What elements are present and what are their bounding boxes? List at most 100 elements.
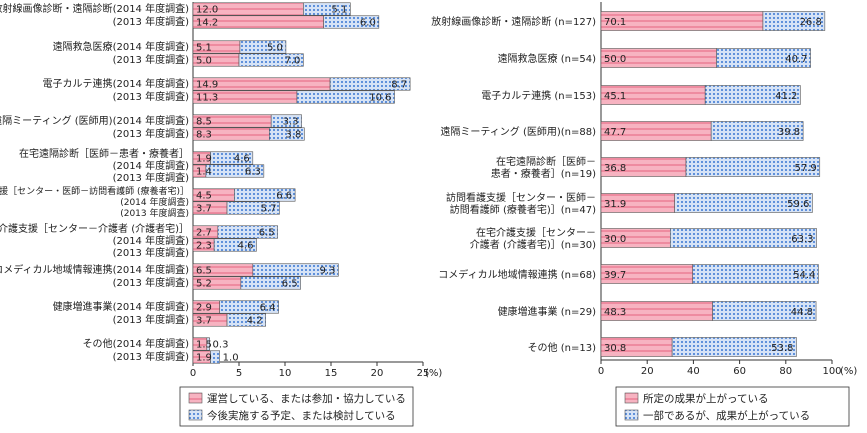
left-category-label: コメディカル地域情報連携(2014 年度調査) bbox=[0, 263, 189, 276]
left-category-label: 訪問看護支援［センター・医師－訪問看護師 (療養者宅)］ bbox=[0, 185, 189, 197]
left-category-label: 健康増進事業(2014 年度調査) bbox=[53, 300, 190, 313]
left-value-label-operating: 3.7 bbox=[196, 316, 212, 327]
left-category-label: 遠隔ミーティング (医師用)(2014 年度調査) bbox=[0, 114, 189, 127]
left-value-label-operating: 3.7 bbox=[196, 204, 212, 215]
right-bar-partial bbox=[692, 264, 819, 284]
right-bar-partial bbox=[669, 228, 817, 248]
left-unit-label: (%) bbox=[425, 368, 442, 379]
left-survey-label: (2013 年度調査) bbox=[120, 207, 189, 219]
right-value-label-achieved: 39.7 bbox=[604, 270, 626, 281]
right-x-tick-label: 60 bbox=[733, 366, 746, 377]
left-bar-planned bbox=[269, 127, 305, 141]
right-legend-label-partial: 一部であるが、成果が上がっている bbox=[643, 409, 810, 422]
left-value-label-planned: 4.6 bbox=[234, 154, 250, 165]
left-survey-label: (2013 年度調査) bbox=[113, 276, 190, 289]
left-value-label-planned: 6.3 bbox=[245, 167, 261, 178]
left-value-label-operating: 5.1 bbox=[196, 43, 212, 54]
left-survey-label: (2014 年度調査) bbox=[113, 337, 190, 350]
right-value-label-achieved: 30.0 bbox=[604, 234, 626, 245]
right-value-label-partial: 26.8 bbox=[800, 17, 822, 28]
right-value-label-partial: 40.7 bbox=[785, 54, 807, 65]
right-category-label: その他 (n=13) bbox=[528, 341, 597, 354]
left-survey-label: (2013 年度調査) bbox=[113, 53, 190, 66]
left-category-label: 在宅遠隔診断［医師－患者・療養者］ bbox=[19, 147, 189, 160]
left-value-label-operating: 5.0 bbox=[196, 56, 212, 67]
right-legend-label-achieved: 所定の成果が上がっている bbox=[643, 392, 768, 405]
left-value-label-operating: 1.9 bbox=[196, 154, 212, 165]
left-value-label-operating: 12.0 bbox=[196, 5, 218, 16]
right-category-label: 訪問看護師 (療養者宅)］(n=47) bbox=[450, 203, 596, 216]
left-value-label-planned: 6.4 bbox=[260, 303, 276, 314]
right-value-label-partial: 54.4 bbox=[793, 270, 815, 281]
right-x-tick-label: 100 bbox=[822, 366, 841, 377]
left-bar-planned bbox=[303, 2, 351, 16]
left-value-label-planned: 8.7 bbox=[391, 80, 407, 91]
left-chart: 0 5 10 15 20 25(%)12.0 5.114.2 6.05.1 5.05.0 7.01… bbox=[0, 2, 442, 427]
right-bar-partial bbox=[671, 337, 797, 357]
right-value-label-achieved: 48.3 bbox=[604, 307, 626, 318]
left-legend-label-planned: 今後実施する予定、または検討している bbox=[207, 409, 396, 422]
left-bar-planned bbox=[252, 263, 339, 277]
right-x-tick-label: 0 bbox=[598, 366, 604, 377]
right-value-label-partial: 59.6 bbox=[787, 199, 809, 210]
left-bar-planned bbox=[238, 53, 304, 67]
right-legend-swatch-partial bbox=[624, 409, 639, 421]
right-bar-partial bbox=[685, 157, 821, 177]
left-value-label-planned: 7.0 bbox=[284, 56, 300, 67]
left-bar-planned bbox=[206, 337, 210, 351]
left-survey-label: (2013 年度調査) bbox=[113, 127, 190, 140]
left-value-label-operating: 8.3 bbox=[196, 130, 212, 141]
left-value-label-planned: 10.6 bbox=[369, 93, 391, 104]
left-bar-planned bbox=[270, 114, 302, 128]
left-legend-swatch-planned bbox=[188, 409, 203, 421]
right-bar-partial bbox=[710, 121, 804, 141]
left-bar-planned bbox=[213, 238, 257, 252]
right-category-label: 電子カルテ連携 (n=153) bbox=[481, 89, 596, 102]
left-survey-label: (2014 年度調査) bbox=[113, 300, 190, 313]
left-legend-label-operating: 運営している、または参加・協力している bbox=[207, 392, 406, 405]
right-bar-partial bbox=[716, 48, 811, 68]
right-bar-partial bbox=[712, 301, 817, 321]
left-category-name: 健康増進事業 bbox=[53, 300, 113, 313]
left-category-label: 電子カルテ連携(2014 年度調査) bbox=[43, 77, 190, 90]
left-value-label-operating: 14.9 bbox=[196, 80, 218, 91]
left-value-label-planned: 5.1 bbox=[331, 5, 347, 16]
right-category-label: 健康増進事業 (n=29) bbox=[498, 305, 597, 318]
left-legend-swatch-operating bbox=[188, 392, 203, 404]
left-legend-box bbox=[179, 386, 414, 427]
right-category-label: 遠隔ミーティング (医師用)(n=88) bbox=[440, 125, 596, 138]
left-value-label-operating: 1.9 bbox=[196, 353, 212, 364]
right-value-label-partial: 57.9 bbox=[794, 163, 816, 174]
left-survey-label: (2013 年度調査) bbox=[113, 171, 190, 184]
left-value-label-planned: 4.6 bbox=[238, 241, 254, 252]
left-bar-planned bbox=[219, 300, 279, 314]
left-survey-label: (2013 年度調査) bbox=[113, 350, 190, 363]
left-value-label-operating: 14.2 bbox=[196, 18, 218, 29]
left-bar-planned bbox=[226, 313, 266, 327]
left-value-label-planned: 5.7 bbox=[261, 204, 277, 215]
left-value-label-operating: 2.3 bbox=[196, 241, 212, 252]
right-value-label-achieved: 36.8 bbox=[604, 163, 626, 174]
left-bar-planned bbox=[329, 77, 411, 91]
left-category-label: 在宅介護支援［センター－介護者 (介護者宅)］ bbox=[0, 222, 189, 235]
left-value-label-operating: 1.4 bbox=[196, 167, 212, 178]
left-value-label-operating: 6.5 bbox=[196, 266, 212, 277]
right-unit-label: (%) bbox=[840, 366, 857, 377]
right-value-label-achieved: 45.1 bbox=[604, 91, 626, 102]
left-bar-planned bbox=[226, 201, 280, 215]
right-category-label: 在宅介護支援［センター－ bbox=[476, 226, 596, 239]
right-chart: 0 20 40 60 80 100(%) 70.1 26.8 放射線画像診断・遠隔診断 (n=1… bbox=[431, 2, 857, 427]
left-value-label-planned: 6.6 bbox=[276, 191, 292, 202]
left-category-label: 放射線画像診断・遠隔診断(2014 年度調査) bbox=[0, 2, 189, 15]
left-survey-label: (2014 年度調査) bbox=[113, 40, 190, 53]
left-category-name: コメディカル地域情報連携 bbox=[0, 263, 113, 276]
left-survey-label: (2013 年度調査) bbox=[113, 246, 190, 259]
right-legend-box bbox=[615, 386, 850, 427]
left-x-tick-label: 0 bbox=[190, 368, 196, 379]
left-value-label-planned: 4.2 bbox=[247, 316, 263, 327]
right-category-label: 在宅遠隔診断［医師－ bbox=[496, 155, 596, 168]
right-legend-swatch-achieved bbox=[624, 392, 639, 404]
left-x-tick-label: 10 bbox=[279, 368, 292, 379]
left-value-label-operating: 1.5 bbox=[196, 340, 212, 351]
left-category-name: その他 bbox=[83, 337, 113, 350]
